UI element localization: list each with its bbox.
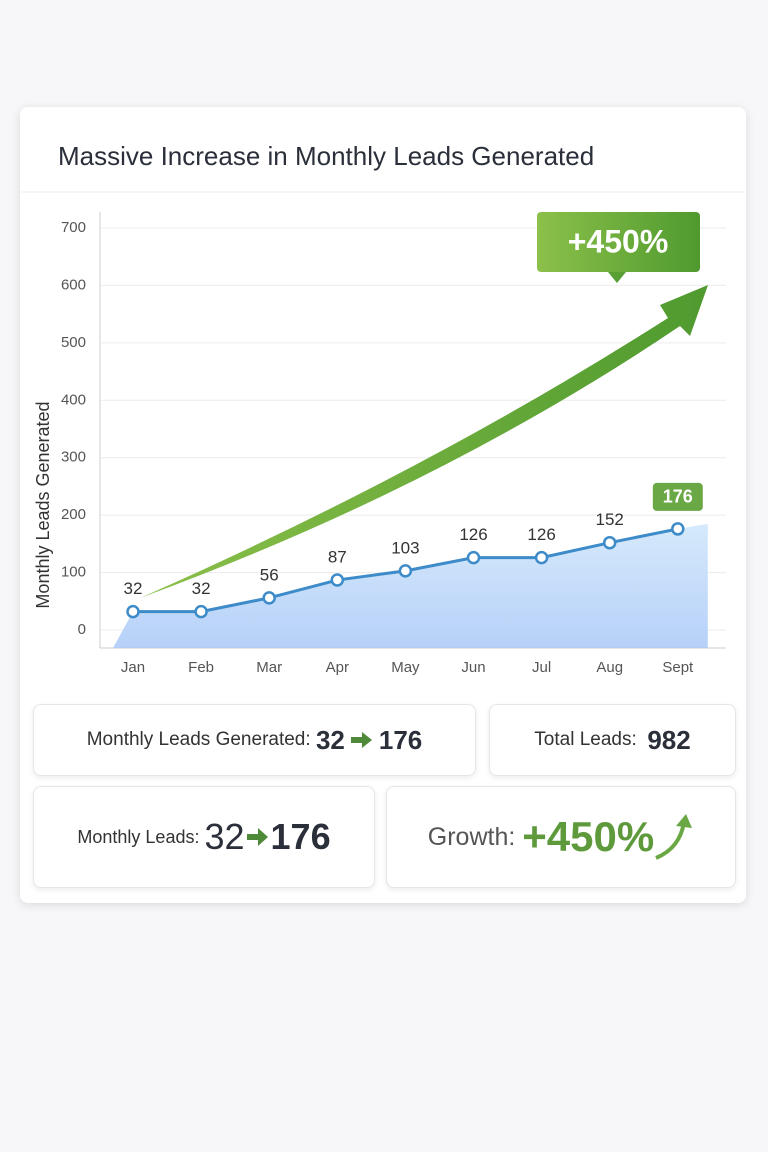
stat-box: Monthly Leads: 32 176: [33, 786, 375, 888]
value-label: 32: [192, 579, 211, 598]
x-tick-label: Sept: [662, 659, 694, 676]
stat-label: Growth:: [427, 822, 516, 851]
stat-value: +450%: [522, 813, 655, 860]
stat-label: Total Leads:: [534, 729, 637, 750]
point: [671, 522, 685, 536]
y-tick-label: 100: [61, 564, 86, 581]
stat-value: 982: [647, 724, 691, 755]
y-tick-label: 0: [78, 621, 86, 638]
x-tick-label: Jan: [121, 659, 145, 676]
annotation: +450%: [568, 223, 669, 259]
value-label: 126: [527, 525, 555, 544]
growth-icon: [655, 814, 693, 860]
point: [194, 604, 208, 619]
x-tick-label: May: [391, 659, 420, 676]
chart-title: Massive Increase in Monthly Leads Genera…: [58, 141, 594, 171]
y-tick-label: 700: [61, 219, 86, 236]
y-tick-label: 500: [61, 334, 86, 351]
value-label: 176: [663, 487, 693, 507]
arrow-icon: [350, 732, 372, 748]
x-tick-label: Mar: [256, 659, 282, 676]
point: [262, 591, 276, 605]
stat-box: Growth: +450%: [386, 786, 736, 888]
x-tick-label: Jul: [532, 659, 551, 676]
value-badge: [652, 482, 703, 511]
annotation-badge: [537, 212, 700, 272]
stat-value: 176: [270, 816, 331, 857]
point: [330, 573, 345, 587]
stat-box: Total Leads: 982: [489, 704, 736, 776]
y-tick-label: 200: [61, 506, 86, 523]
stat-value: 32: [204, 816, 245, 857]
value-label: 56: [260, 565, 279, 584]
point: [398, 564, 413, 578]
point: [126, 604, 140, 619]
stat-box: Monthly Leads Generated: 32 176: [33, 704, 476, 776]
value-label: 152: [596, 510, 624, 529]
stat-value: 32: [315, 724, 345, 755]
y-tick-label: 400: [61, 391, 86, 408]
y-tick-label: 300: [61, 449, 86, 466]
stat-label: Monthly Leads Generated:: [86, 729, 311, 750]
stat-value: 176: [378, 724, 423, 755]
chart: Massive Increase in Monthly Leads Genera…: [21, 141, 745, 676]
point: [602, 535, 617, 550]
x-tick-label: Jun: [461, 659, 485, 676]
x-tick-label: Aug: [596, 659, 623, 676]
stat-label: Monthly Leads:: [77, 826, 200, 847]
point: [466, 550, 481, 565]
value-label: 87: [328, 548, 347, 567]
value-label: 126: [459, 525, 487, 544]
point: [534, 550, 549, 565]
value-label: 32: [124, 579, 143, 598]
value-label: 103: [391, 538, 419, 557]
y-tick-label: 600: [61, 276, 86, 293]
x-tick-label: Apr: [326, 659, 349, 676]
badge-pointer: [608, 272, 626, 283]
y-axis-label: Monthly Leads Generated: [33, 401, 53, 608]
arrow-icon: [246, 828, 268, 846]
x-tick-label: Feb: [188, 659, 214, 676]
